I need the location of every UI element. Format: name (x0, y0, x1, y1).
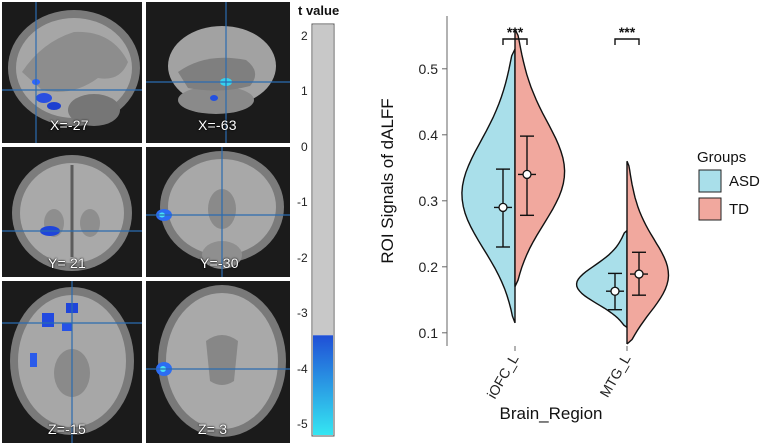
y-axis-label: ROI Signals of dALFF (378, 98, 397, 263)
activation-cluster (42, 313, 54, 327)
activation-cluster (47, 102, 61, 110)
colorbar-tick-label: 1 (301, 84, 308, 99)
x-tick-label: MTG_L (596, 351, 633, 400)
legend-swatch-asd (698, 169, 722, 193)
y-tick-label: 0.5 (419, 61, 439, 77)
colorbar-tick-label: 0 (301, 139, 308, 154)
violin-asd-iofc_l (461, 48, 516, 324)
brain-panel-coronal-y21: Y= 21 (2, 147, 142, 277)
colorbar-tick-label: 2 (301, 29, 308, 44)
significance-label: *** (507, 24, 524, 40)
brain-image-coronal (146, 147, 290, 277)
significance-label: *** (619, 24, 636, 40)
mean-point (634, 269, 644, 279)
brain-slice-grid: X=-27 X=-63 Y= 21 (0, 0, 294, 446)
legend-swatch-td (698, 197, 722, 221)
legend: Groups ASD TD (697, 149, 760, 221)
slice-coordinate-label: X=-27 (50, 117, 89, 133)
brain-panel-axial-z-15: Z=-15 (2, 281, 142, 443)
mean-point (498, 202, 508, 213)
violin-chart: 0.1 0.2 0.3 0.4 0.5 ROI Signals of dALFF iOFC_… (378, 16, 760, 423)
brain-image-sagittal (2, 2, 142, 143)
colorbar (311, 23, 335, 437)
significance-bracket (502, 38, 528, 45)
brain-panel-sagittal-x-27: X=-27 (2, 2, 142, 143)
slice-coordinate-label: Y= 21 (48, 255, 86, 271)
y-tick-label: 0.2 (419, 259, 439, 275)
violin-td-iofc_l (514, 28, 566, 287)
brain-panel-coronal-y-30: Y=-30 (146, 147, 290, 277)
activation-cluster (210, 95, 218, 101)
brain-image-axial-low (2, 281, 142, 443)
slice-coordinate-label: X=-63 (198, 117, 237, 133)
brain-image-sagittal-lateral (146, 2, 290, 143)
slice-coordinate-label: Z= 3 (198, 421, 228, 437)
y-tick-label: 0.3 (419, 193, 439, 209)
violin-td-mtg_l (626, 160, 670, 345)
brain-image-coronal-frontal (2, 155, 142, 271)
colorbar-tick-label: -5 (297, 416, 308, 431)
activation-cluster (62, 323, 72, 331)
y-tick-label: 0.4 (419, 127, 439, 143)
significance-bracket (614, 38, 640, 45)
activation-cluster (36, 93, 52, 103)
legend-label-td: TD (729, 201, 749, 218)
mean-point (610, 286, 620, 296)
colorbar-tick-label: -3 (297, 306, 308, 321)
slice-coordinate-label: Z=-15 (48, 421, 86, 437)
activation-cluster (30, 353, 37, 367)
legend-label-asd: ASD (729, 173, 760, 190)
colorbar-blue-segment (313, 335, 333, 435)
brain-image-axial (146, 285, 290, 437)
colorbar-tick-label: -2 (297, 250, 308, 265)
x-axis-label: Brain_Region (499, 404, 602, 423)
colorbar-gray-segment (313, 25, 333, 336)
colorbar-tick-label: -1 (297, 195, 308, 210)
legend-title: Groups (697, 149, 746, 166)
slice-coordinate-label: Y=-30 (200, 255, 239, 271)
colorbar-title: t value (298, 3, 340, 18)
y-tick-label: 0.1 (419, 325, 439, 341)
colorbar-tick-label: -4 (297, 361, 308, 376)
brain-panel-sagittal-x-63: X=-63 (146, 2, 290, 143)
brain-panel-axial-z3: Z= 3 (146, 281, 290, 443)
x-tick-label: iOFC_L (484, 351, 522, 401)
mean-point (522, 169, 532, 180)
